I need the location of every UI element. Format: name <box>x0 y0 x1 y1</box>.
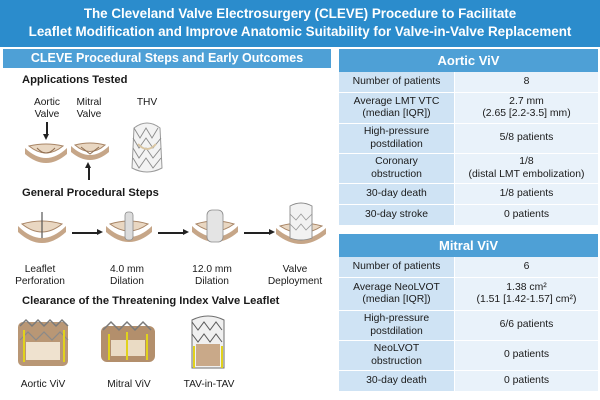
row-value: 6 <box>454 257 598 278</box>
table-row: 30-day death 1/8 patients <box>339 184 598 205</box>
table-row: High-pressure postdilation 5/8 patients <box>339 124 598 154</box>
row-label: NeoLVOT obstruction <box>339 341 454 371</box>
aortic-valve-illustration <box>25 143 67 163</box>
table-row: Number of patients 6 <box>339 257 598 278</box>
steps-title: General Procedural Steps <box>22 187 159 199</box>
thv-illustration <box>131 122 163 173</box>
row-label: Number of patients <box>339 72 454 93</box>
row-value: 2.7 mm (2.65 [2.2-3.5] mm) <box>454 93 598 124</box>
application-label-mitral: Mitral <box>76 97 102 108</box>
table-row: NeoLVOT obstruction 0 patients <box>339 341 598 371</box>
row-value: 6/6 patients <box>454 311 598 341</box>
row-value: 5/8 patients <box>454 124 598 154</box>
row-label: 30-day death <box>339 371 454 392</box>
mitral-viv-photo <box>101 320 155 362</box>
row-label: Average NeoLVOT (median [IQR]) <box>339 278 454 311</box>
applications-title: Applications Tested <box>22 74 128 86</box>
application-label-thv: THV <box>136 97 158 108</box>
row-value: 0 patients <box>454 371 598 392</box>
step-label-deployment: Valve Deployment <box>267 264 323 287</box>
row-label: 30-day death <box>339 184 454 205</box>
row-value: 8 <box>454 72 598 93</box>
table-row: High-pressure postdilation 6/6 patients <box>339 311 598 341</box>
table-row: Coronary obstruction 1/8 (distal LMT embol… <box>339 154 598 184</box>
title-banner: The Cleveland Valve Electrosurgery (CLEV… <box>0 0 600 47</box>
clearance-label-tav: TAV-in-TAV <box>183 379 235 390</box>
row-value: 1.38 cm² (1.51 [1.42-1.57] cm²) <box>454 278 598 311</box>
left-panel-header: CLEVE Procedural Steps and Early Outcome… <box>3 49 331 68</box>
clearance-title: Clearance of the Threatening Index Valve… <box>22 295 280 307</box>
clearance-label-aortic: Aortic ViV <box>20 379 66 390</box>
arrow-right-icon <box>158 229 189 235</box>
valve-deployment-illustration <box>276 202 326 244</box>
arrow-right-icon <box>72 229 103 235</box>
step-label-12mm: 12.0 mm Dilation <box>192 264 232 287</box>
aortic-viv-header: Aortic ViV <box>339 49 598 72</box>
table-row: 30-day stroke 0 patients <box>339 205 598 226</box>
row-label: 30-day stroke <box>339 205 454 226</box>
aortic-viv-photo <box>18 318 69 366</box>
application-label-mitral-line2: Valve <box>76 109 102 120</box>
row-value: 0 patients <box>454 341 598 371</box>
application-label-aortic: Aortic Valve <box>33 97 61 120</box>
row-value: 1/8 patients <box>454 184 598 205</box>
step-label-4mm: 4.0 mm Dilation <box>110 264 144 287</box>
table-row: 30-day death 0 patients <box>339 371 598 392</box>
row-label: High-pressure postdilation <box>339 311 454 341</box>
table-row: Average LMT VTC (median [IQR]) 2.7 mm (2.6… <box>339 93 598 124</box>
row-label: High-pressure postdilation <box>339 124 454 154</box>
leaflet-perforation-illustration <box>18 212 66 243</box>
row-value: 0 patients <box>454 205 598 226</box>
row-label: Average LMT VTC (median [IQR]) <box>339 93 454 124</box>
title-line-2: Leaflet Modification and Improve Anatomi… <box>28 24 572 39</box>
mitral-valve-illustration <box>71 142 109 160</box>
table-row: Average NeoLVOT (median [IQR]) 1.38 cm² (1… <box>339 278 598 311</box>
arrow-right-icon <box>244 229 275 235</box>
tav-in-tav-photo <box>191 315 225 369</box>
step-label-perforation: Leaflet Perforation <box>15 264 65 287</box>
title-line-1: The Cleveland Valve Electrosurgery (CLEV… <box>83 6 517 21</box>
table-row: Number of patients 8 <box>339 72 598 93</box>
dilation-12mm-illustration <box>192 209 238 243</box>
arrow-down-icon <box>43 122 49 140</box>
row-value: 1/8 (distal LMT embolization) <box>454 154 598 184</box>
row-label: Coronary obstruction <box>339 154 454 184</box>
dilation-4mm-illustration <box>106 211 152 242</box>
clearance-label-mitral: Mitral ViV <box>107 379 151 390</box>
mitral-viv-header: Mitral ViV <box>339 234 598 257</box>
aortic-outcomes-table: Number of patients 8 Average LMT VTC (med… <box>339 72 598 226</box>
row-label: Number of patients <box>339 257 454 278</box>
mitral-outcomes-table: Number of patients 6 Average NeoLVOT (med… <box>339 257 598 392</box>
arrow-up-icon <box>85 162 91 180</box>
